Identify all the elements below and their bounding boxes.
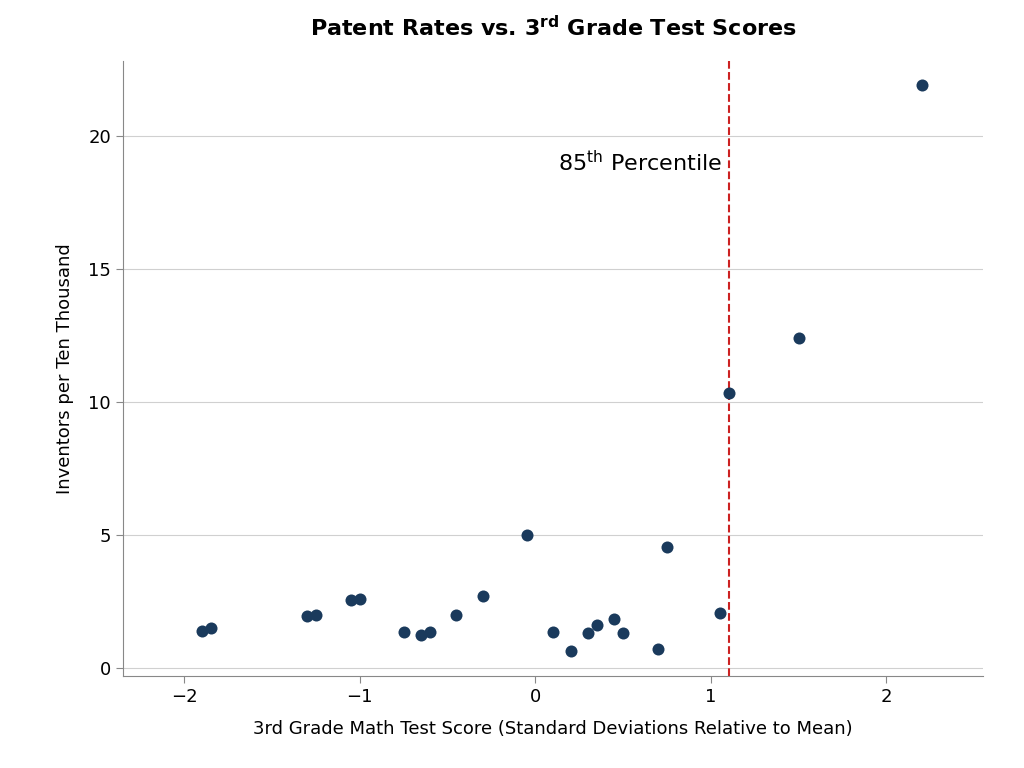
Point <box>518 528 535 541</box>
X-axis label: 3rd Grade Math Test Score (Standard Deviations Relative to Mean): 3rd Grade Math Test Score (Standard Devi… <box>253 720 853 737</box>
Point <box>395 626 412 638</box>
Point <box>413 628 429 641</box>
Point <box>580 627 596 640</box>
Point <box>194 624 210 637</box>
Point <box>299 610 315 622</box>
Y-axis label: Inventors per Ten Thousand: Inventors per Ten Thousand <box>56 243 75 494</box>
Point <box>650 643 667 655</box>
Point <box>449 608 465 621</box>
Title: Patent Rates vs. 3$^{\mathregular{rd}}$ Grade Test Scores: Patent Rates vs. 3$^{\mathregular{rd}}$ … <box>309 15 797 41</box>
Point <box>615 627 632 640</box>
Text: $85^{\mathregular{th}}$ Percentile: $85^{\mathregular{th}}$ Percentile <box>558 150 722 175</box>
Point <box>351 593 368 605</box>
Point <box>545 626 561 638</box>
Point <box>720 386 736 399</box>
Point <box>658 541 675 553</box>
Point <box>913 79 930 91</box>
Point <box>606 613 623 625</box>
Point <box>422 626 438 638</box>
Point <box>203 622 219 634</box>
Point <box>343 594 359 606</box>
Point <box>562 644 579 657</box>
Point <box>474 590 490 602</box>
Point <box>791 332 807 344</box>
Point <box>589 619 605 631</box>
Point <box>308 608 325 621</box>
Point <box>712 607 728 620</box>
